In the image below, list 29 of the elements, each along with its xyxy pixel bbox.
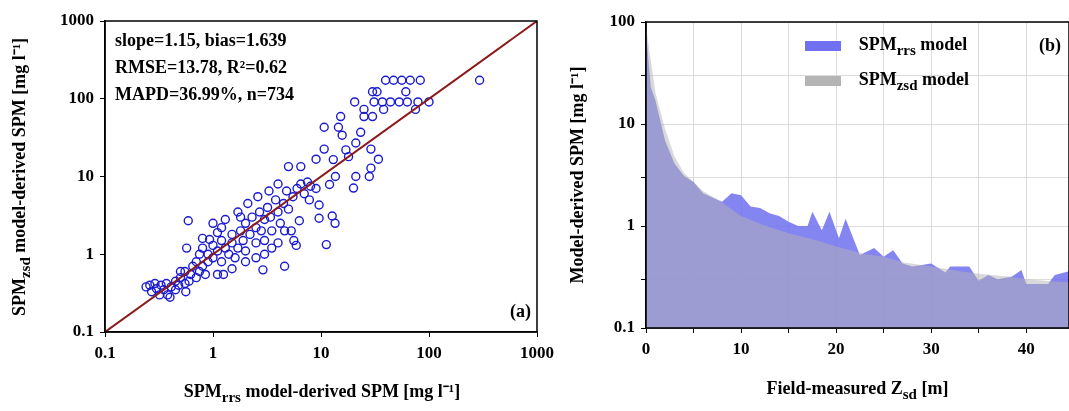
y-tick-label: 1 (626, 215, 635, 235)
annotation: (a) (510, 300, 531, 322)
x-tick-label: 0 (641, 338, 651, 358)
x-tick-label: 30 (922, 338, 940, 358)
x-tick-label: 10 (312, 342, 330, 362)
x-tick-label: 100 (416, 342, 442, 362)
y-tick-label: 1000 (60, 10, 94, 30)
y-tick-label: 10 (618, 113, 635, 133)
annotation: MAPD=36.99%, n=734 (115, 83, 295, 105)
annotation: (b) (1039, 34, 1061, 56)
x-axis-title: Field-measured Z$_{sd}$ [m] (766, 378, 949, 403)
annotation: RMSE=13.78, R²=0.62 (115, 56, 287, 78)
y-tick-label: 100 (68, 88, 94, 108)
x-tick-label: 1000 (520, 342, 554, 362)
y-tick-label: 0.1 (72, 321, 94, 341)
legend-label: SPM$_{rrs}$ model (858, 34, 968, 59)
x-tick-label: 40 (1017, 338, 1035, 358)
y-tick-label: 10 (77, 165, 94, 185)
x-tick-label: 1 (208, 342, 218, 362)
x-tick-label: 0.1 (94, 342, 116, 362)
x-tick-label: 10 (732, 338, 750, 358)
y-tick-label: 0.1 (613, 317, 635, 337)
y-tick-label: 100 (609, 11, 635, 31)
legend-label: SPM$_{zsd}$ model (858, 68, 969, 94)
x-axis-title: SPM$_{rrs}$ model-derived SPM [mg l⁻¹] (183, 380, 461, 406)
y-axis-title: Model-derived SPM [mg l⁻¹] (566, 66, 588, 284)
y-tick-label: 1 (85, 243, 94, 263)
annotation: slope=1.15, bias=1.639 (115, 29, 287, 51)
x-tick-label: 20 (827, 338, 845, 358)
